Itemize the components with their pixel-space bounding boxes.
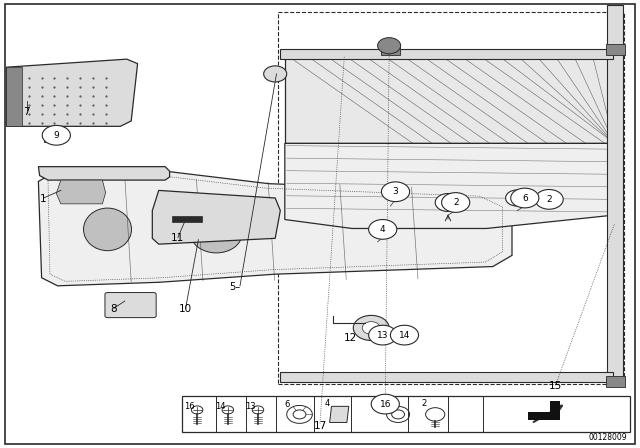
- Bar: [278, 12, 624, 384]
- Polygon shape: [152, 190, 280, 244]
- Bar: [6, 67, 22, 126]
- Bar: [606, 44, 625, 55]
- Text: 17: 17: [314, 422, 326, 431]
- Ellipse shape: [84, 208, 132, 251]
- Polygon shape: [528, 401, 560, 420]
- Circle shape: [362, 322, 380, 334]
- Ellipse shape: [191, 215, 242, 253]
- Bar: [606, 376, 625, 387]
- Text: 7: 7: [24, 107, 30, 117]
- Text: 3: 3: [381, 399, 387, 408]
- Text: 2: 2: [547, 195, 552, 204]
- Text: 16: 16: [380, 400, 391, 409]
- Circle shape: [369, 220, 397, 239]
- Text: 10: 10: [179, 304, 192, 314]
- Circle shape: [506, 190, 529, 206]
- FancyBboxPatch shape: [105, 293, 156, 318]
- Text: 5–: 5–: [229, 282, 240, 292]
- Circle shape: [264, 66, 287, 82]
- Bar: [172, 216, 202, 222]
- Circle shape: [42, 125, 70, 145]
- Bar: [182, 396, 630, 432]
- Polygon shape: [6, 59, 138, 126]
- Bar: [44, 134, 64, 142]
- Text: 11: 11: [172, 233, 184, 243]
- Bar: [280, 372, 613, 382]
- Text: 00128009: 00128009: [589, 433, 627, 442]
- Text: 3: 3: [393, 187, 398, 196]
- Text: 6: 6: [284, 400, 289, 409]
- Circle shape: [442, 193, 470, 212]
- Circle shape: [535, 190, 563, 209]
- Circle shape: [390, 325, 419, 345]
- Circle shape: [353, 315, 389, 340]
- Text: 16: 16: [184, 402, 195, 411]
- Text: 2: 2: [453, 198, 458, 207]
- Bar: [607, 5, 623, 382]
- Circle shape: [369, 325, 397, 345]
- Text: 4: 4: [380, 225, 385, 234]
- Bar: [280, 49, 613, 59]
- Circle shape: [381, 182, 410, 202]
- Text: 8: 8: [111, 304, 117, 314]
- Text: 6: 6: [522, 194, 527, 202]
- Text: 14: 14: [215, 402, 225, 411]
- Circle shape: [371, 394, 399, 414]
- Polygon shape: [330, 406, 349, 422]
- Text: 4: 4: [325, 399, 330, 408]
- Circle shape: [511, 188, 539, 208]
- Text: 13: 13: [377, 331, 388, 340]
- Text: 12: 12: [344, 333, 357, 343]
- Text: 9: 9: [54, 131, 59, 140]
- Circle shape: [378, 38, 401, 54]
- Text: 14: 14: [399, 331, 410, 340]
- Bar: [381, 44, 400, 55]
- Text: 1: 1: [40, 194, 47, 204]
- Polygon shape: [38, 171, 512, 286]
- Text: 2: 2: [421, 399, 426, 408]
- Text: 15: 15: [549, 381, 562, 391]
- Polygon shape: [285, 143, 614, 228]
- Polygon shape: [56, 180, 106, 204]
- Circle shape: [435, 194, 461, 211]
- Text: 13: 13: [245, 402, 255, 411]
- Polygon shape: [38, 167, 170, 180]
- Polygon shape: [285, 54, 614, 143]
